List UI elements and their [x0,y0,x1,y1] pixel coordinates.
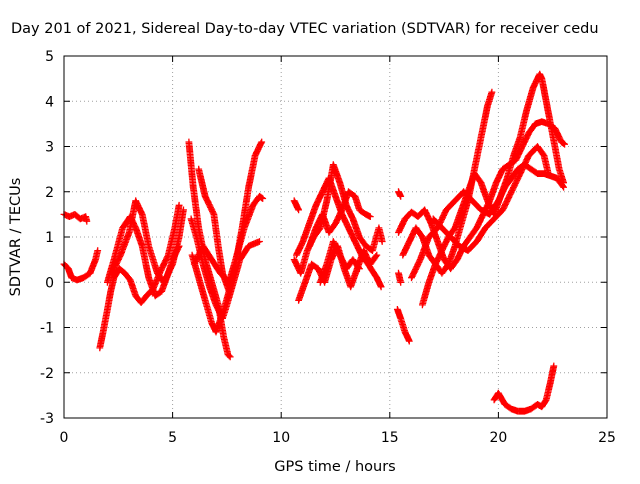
x-axis-label: GPS time / hours [274,459,395,475]
y-tick-label: 2 [45,185,54,201]
y-tick-label: 0 [45,275,54,291]
y-tick-label: 3 [45,140,54,156]
chart-title: Day 201 of 2021, Sidereal Day-to-day VTE… [11,21,599,37]
y-tick-label: -2 [40,366,54,382]
x-tick-label: 15 [381,430,399,446]
data-track-11 [290,197,302,214]
data-track-3 [96,201,183,352]
data-track-5 [108,197,187,286]
data-track-16 [316,238,363,286]
data-track-1 [60,211,91,225]
data-track-15 [306,188,374,250]
data-series [60,70,568,415]
data-track-10 [195,165,233,295]
data-track-24 [429,143,552,254]
x-tick-label: 25 [598,430,616,446]
data-track-25 [490,362,558,415]
data-track-2 [60,247,102,284]
x-tick-label: 20 [489,430,507,446]
data-track-17 [394,306,413,345]
data-track-20 [395,118,568,273]
axes: 0 5 10 15 20 25 -3 -2 -1 0 1 2 3 4 5 [40,49,616,446]
y-axis-label: SDTVAR / TECUs [8,178,24,297]
data-track-19 [395,188,405,200]
y-tick-label: -1 [40,321,54,337]
data-track-23 [419,70,567,309]
data-track-18 [395,269,405,286]
data-layer [60,70,568,415]
x-tick-label: 5 [168,430,177,446]
data-track-13 [293,174,385,291]
y-tick-label: -3 [40,411,54,427]
y-tick-label: 4 [45,94,54,110]
x-tick-label: 10 [272,430,290,446]
x-tick-label: 0 [60,430,69,446]
y-tick-label: 5 [45,49,54,65]
y-tick-label: 1 [45,230,54,246]
